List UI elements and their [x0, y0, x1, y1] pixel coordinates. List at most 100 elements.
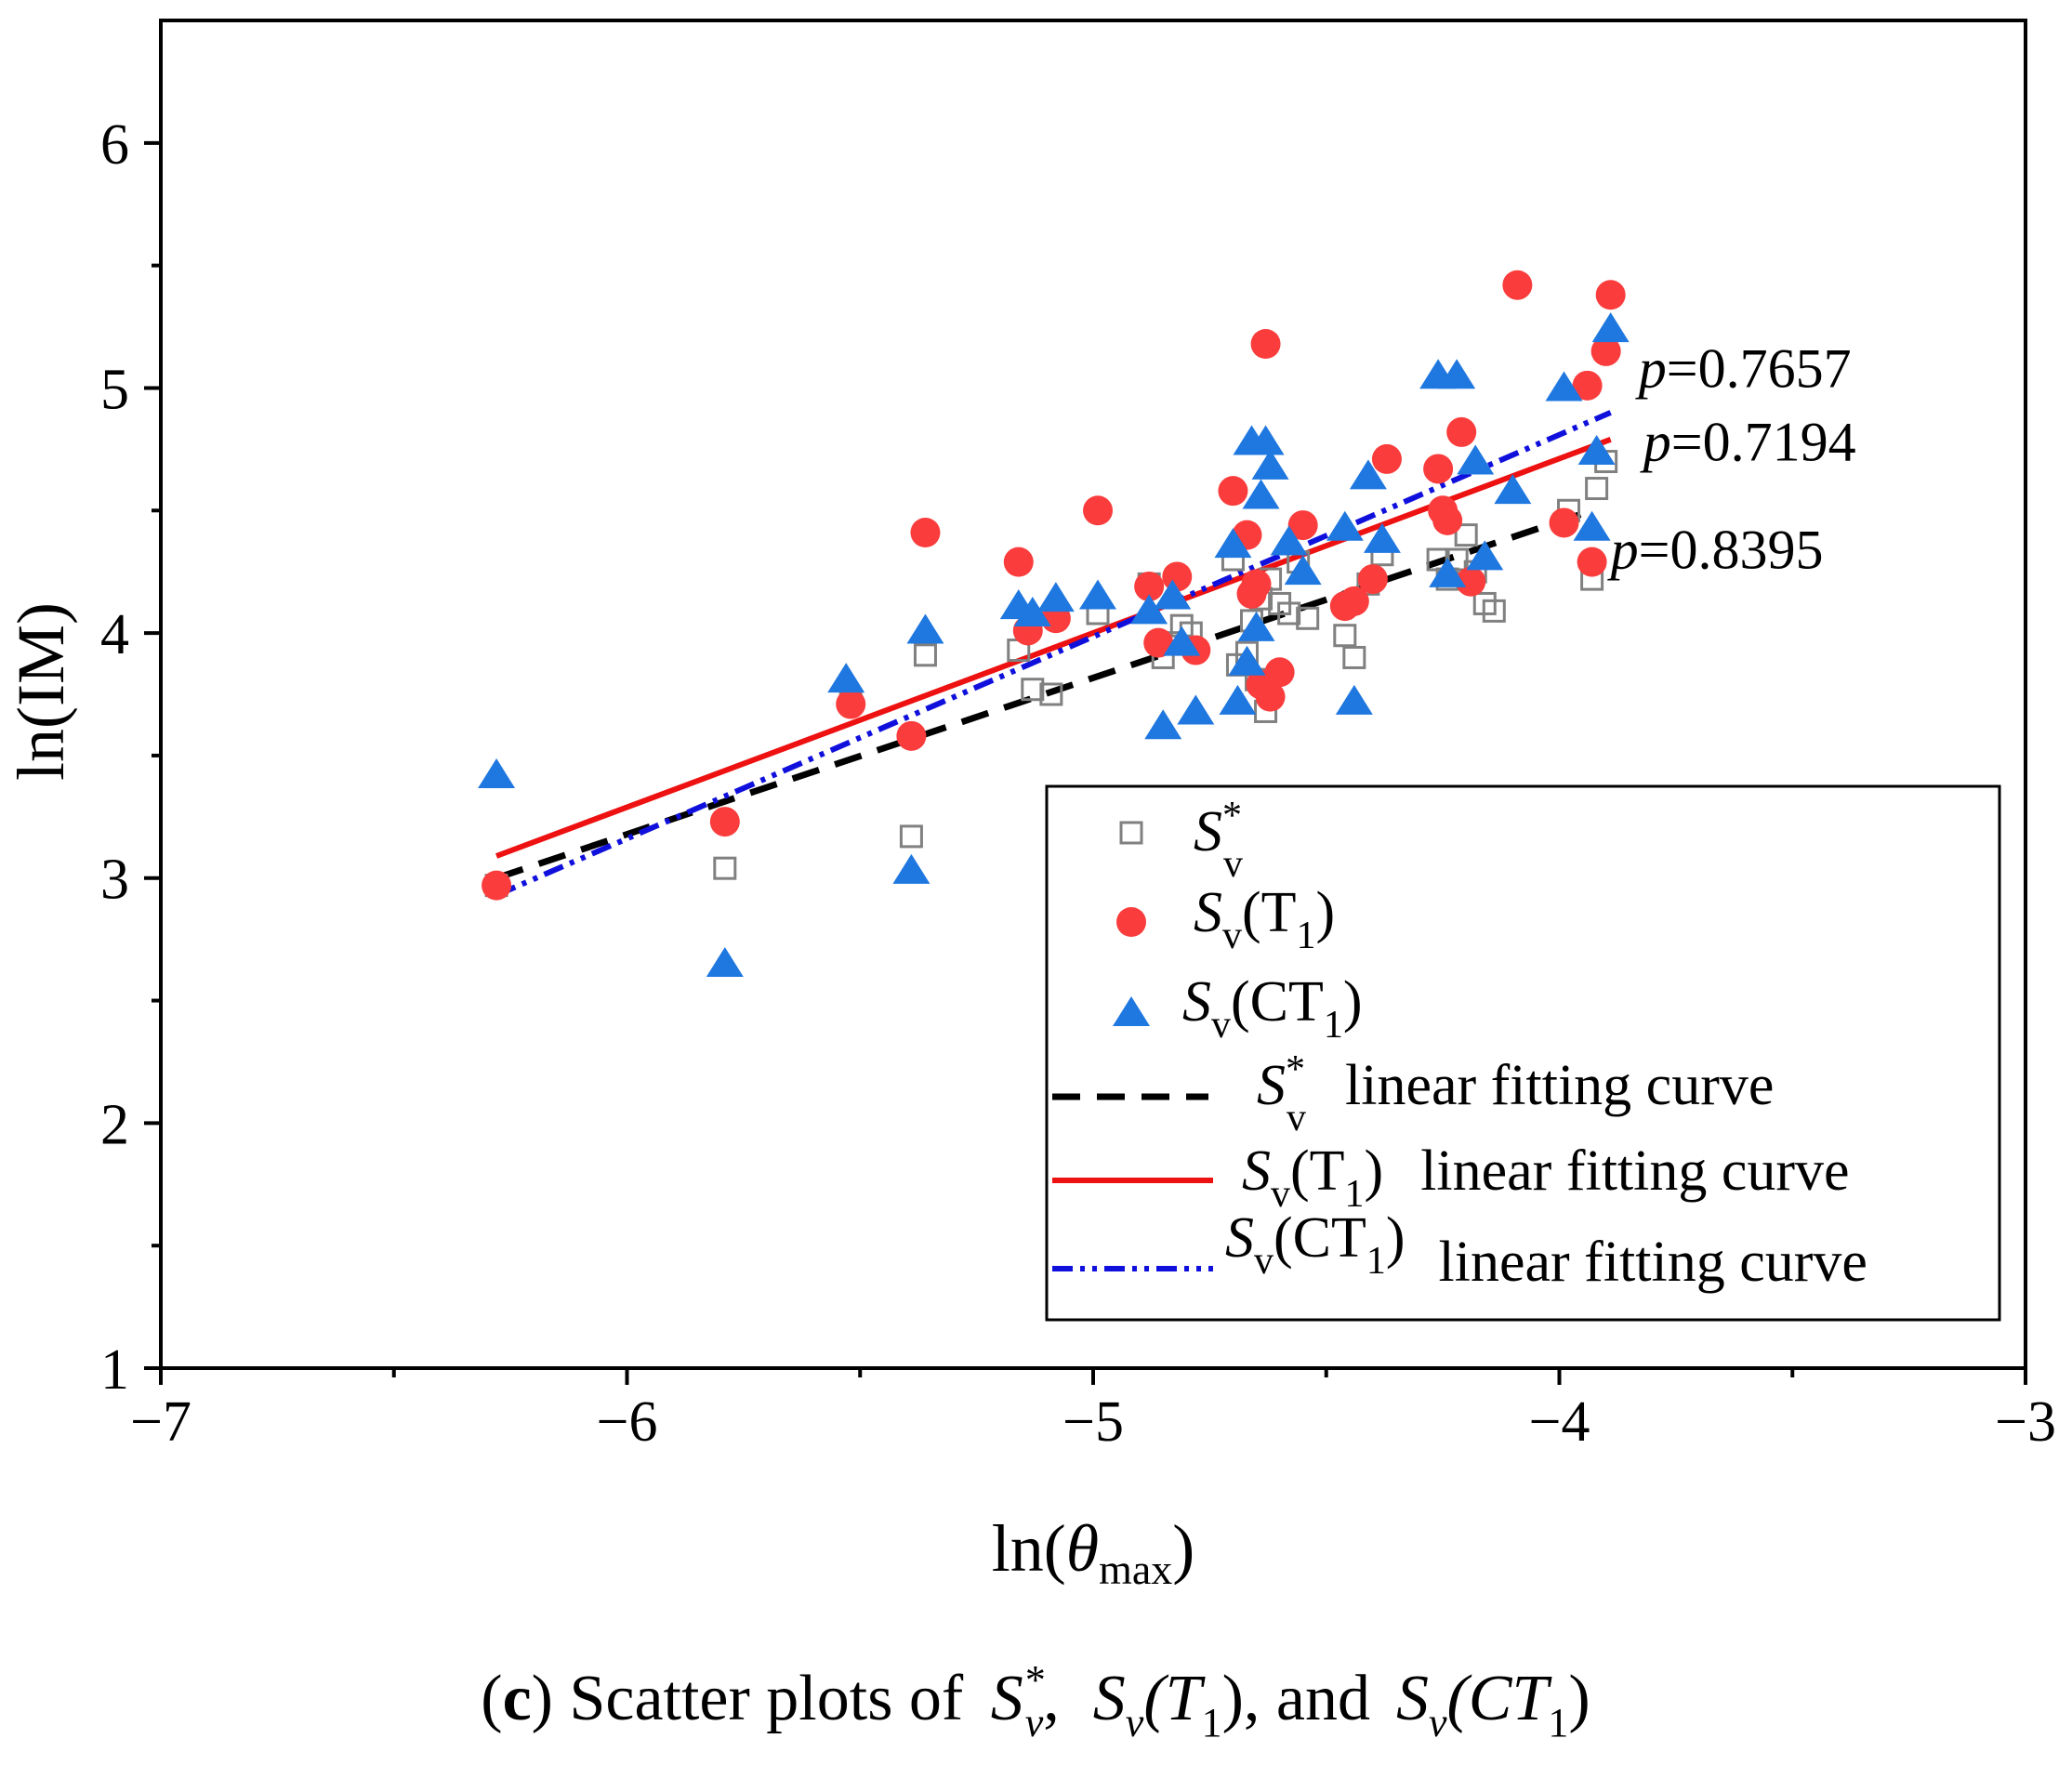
- legend-marker-sv-star: [1119, 821, 1143, 845]
- legend-label-sv-star: S* v: [1194, 795, 1243, 886]
- point-sv-star: [1585, 477, 1609, 501]
- fit-line-sv-t1: [495, 437, 1612, 859]
- fit-lines: [495, 410, 1612, 898]
- figure-caption: (c) Scatter plots of S* v, Sv(T1), and Sv(C…: [481, 1657, 1590, 1745]
- point-sv-ct1: [1494, 474, 1532, 505]
- point-sv-star: [1039, 682, 1063, 706]
- point-sv-ct1: [1591, 312, 1630, 343]
- point-sv-star: [1333, 624, 1357, 648]
- point-sv-ct1: [1242, 479, 1280, 509]
- legend-label-sv-ct1: Sv(CT1): [1182, 970, 1363, 1047]
- point-sv-star: [899, 824, 923, 849]
- y-axis-title: ln(IM): [4, 602, 78, 781]
- point-sv-t1: [1446, 416, 1477, 447]
- legend-marker-sv-ct1: [1113, 996, 1150, 1026]
- point-sv-ct1: [1429, 557, 1467, 587]
- point-sv-t1: [1255, 681, 1286, 712]
- point-sv-t1: [1143, 627, 1174, 658]
- point-sv-t1: [1250, 329, 1281, 359]
- point-sv-star: [1021, 678, 1045, 702]
- y-tick-labels: 1 2 3 4 5 6: [100, 113, 129, 1402]
- point-sv-t1: [1423, 454, 1454, 484]
- legend-label-sv-t1-fit: Sv(T1) linear fitting curve: [1242, 1139, 1850, 1216]
- point-sv-t1: [1590, 336, 1621, 366]
- x-tick-label: −5: [1062, 1390, 1124, 1454]
- legend-marker-sv-t1: [1116, 907, 1146, 937]
- point-sv-ct1: [827, 663, 865, 693]
- y-tick-label: 6: [100, 113, 129, 177]
- y-tick-label: 4: [100, 603, 129, 666]
- point-sv-t1: [1572, 370, 1603, 401]
- point-sv-ct1: [1457, 444, 1495, 475]
- correlation-annotations: p=0.7657 p=0.7194 p=0.8395: [1607, 337, 1856, 580]
- point-sv-ct1: [1130, 594, 1168, 625]
- x-tick-label: −7: [130, 1390, 191, 1454]
- point-sv-ct1: [1177, 694, 1215, 725]
- point-sv-ct1: [1144, 709, 1182, 740]
- point-sv-t1: [1357, 564, 1388, 595]
- legend-label-sv-star-fit: S* vlinear fitting curve: [1257, 1048, 1774, 1139]
- point-sv-ct1: [1237, 611, 1275, 641]
- y-tick-label: 5: [100, 358, 129, 421]
- point-sv-star: [1296, 606, 1320, 630]
- legend-box: [1045, 784, 2001, 1322]
- legend-label-sv-ct1-fit: Sv(CT1) linear fitting curve: [1225, 1206, 1867, 1294]
- point-sv-ct1: [1228, 645, 1266, 676]
- axis-ticks: [144, 140, 2027, 1385]
- point-sv-t1: [836, 689, 866, 719]
- point-sv-t1: [1549, 507, 1579, 538]
- y-tick-label: 2: [100, 1093, 129, 1156]
- point-sv-t1: [1502, 270, 1533, 300]
- point-sv-t1: [1287, 510, 1318, 541]
- correlation-label: p=0.8395: [1607, 519, 1824, 580]
- point-sv-t1: [709, 807, 740, 837]
- point-sv-t1: [1339, 586, 1369, 616]
- x-axis-title: ln(θmax): [992, 1511, 1195, 1593]
- point-sv-ct1: [1013, 597, 1051, 626]
- point-sv-ct1: [1573, 510, 1611, 541]
- point-sv-t1: [482, 870, 512, 901]
- point-sv-ct1: [1214, 528, 1252, 559]
- point-sv-ct1: [1219, 684, 1257, 715]
- point-sv-ct1: [906, 613, 944, 644]
- correlation-label: p=0.7657: [1635, 337, 1852, 399]
- point-sv-ct1: [1036, 582, 1075, 612]
- point-sv-t1: [1432, 505, 1463, 535]
- point-sv-ct1: [1251, 449, 1289, 480]
- point-sv-ct1: [1163, 626, 1201, 656]
- point-sv-ct1: [1363, 522, 1401, 553]
- point-sv-ct1: [1577, 435, 1616, 465]
- x-tick-label: −4: [1529, 1390, 1590, 1454]
- legend-label-sv-t1: Sv(T1): [1194, 881, 1335, 957]
- y-tick-label: 3: [100, 849, 129, 912]
- point-sv-star: [1482, 599, 1506, 623]
- point-sv-star: [1342, 645, 1366, 669]
- scatter-points: [478, 270, 1630, 977]
- x-tick-label: −3: [1995, 1390, 2056, 1454]
- x-tick-labels: −7 −6 −5 −4 −3: [130, 1390, 2056, 1454]
- y-tick-label: 1: [100, 1338, 129, 1402]
- point-sv-ct1: [1349, 459, 1387, 490]
- point-sv-ct1: [1284, 555, 1322, 586]
- point-sv-star: [1277, 601, 1301, 626]
- point-sv-t1: [1577, 547, 1607, 577]
- point-sv-ct1: [478, 758, 516, 788]
- point-sv-t1: [1595, 280, 1626, 310]
- point-sv-t1: [1264, 657, 1295, 688]
- point-sv-ct1: [1335, 684, 1373, 715]
- point-sv-t1: [910, 518, 941, 547]
- point-sv-t1: [1456, 566, 1486, 597]
- point-sv-t1: [1371, 443, 1402, 474]
- point-sv-t1: [1083, 495, 1114, 526]
- point-sv-ct1: [1466, 540, 1504, 571]
- point-sv-t1: [1003, 547, 1034, 577]
- point-sv-ct1: [1438, 359, 1476, 389]
- point-sv-t1: [896, 720, 927, 751]
- point-sv-t1: [1218, 476, 1248, 507]
- point-sv-star: [713, 856, 737, 880]
- point-sv-ct1: [1247, 425, 1285, 455]
- point-sv-t1: [1134, 572, 1165, 601]
- point-sv-ct1: [706, 947, 744, 977]
- point-sv-ct1: [1154, 579, 1192, 610]
